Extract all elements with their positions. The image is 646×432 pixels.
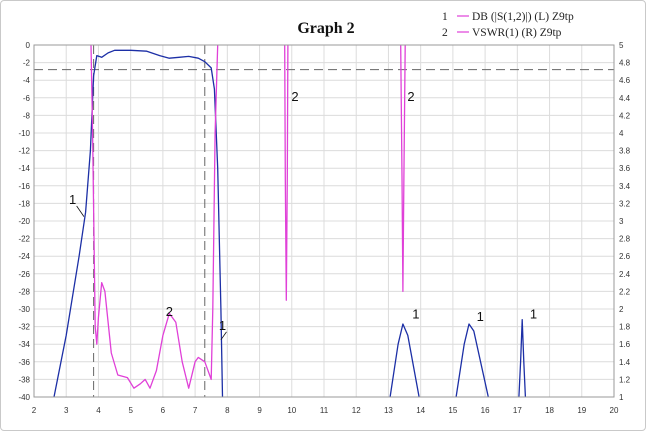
- x-tick-label: 4: [96, 406, 101, 415]
- y-right-tick-label: 1.8: [619, 323, 631, 332]
- x-tick-label: 2: [32, 406, 37, 415]
- y-left-tick-label: -18: [18, 199, 30, 208]
- y-right-tick-label: 1.6: [619, 340, 631, 349]
- y-left-tick-label: -28: [18, 287, 30, 296]
- annotation-label: 2: [166, 304, 173, 319]
- y-right-tick-label: 4.2: [619, 111, 631, 120]
- x-tick-label: 8: [225, 406, 230, 415]
- annotation-label: 1: [477, 309, 484, 324]
- x-tick-label: 17: [513, 406, 522, 415]
- x-tick-label: 14: [416, 406, 425, 415]
- annotation-label: 2: [407, 89, 414, 104]
- y-left-tick-label: -26: [18, 270, 30, 279]
- y-right-tick-label: 2.4: [619, 270, 631, 279]
- y-left-tick-label: -10: [18, 129, 30, 138]
- series-1-line: [53, 49, 224, 398]
- x-tick-label: 10: [287, 406, 296, 415]
- annotation-pointer: [220, 331, 227, 341]
- x-tick-label: 18: [545, 406, 554, 415]
- plot-border: [33, 44, 615, 398]
- chart-title: Graph 2: [297, 20, 354, 37]
- y-right-tick-label: 5: [619, 41, 624, 50]
- axes: 2 3 4 5 6 7 8 9 10 11 12 13 14 15 16 17 18 19 200-2-4-6-8-…: [18, 41, 630, 415]
- annotation-label: 1: [219, 318, 226, 333]
- x-tick-label: 13: [384, 406, 393, 415]
- y-left-tick-label: -40: [18, 393, 30, 402]
- y-right-tick-label: 2.2: [619, 287, 631, 296]
- y-left-tick-label: -38: [18, 375, 30, 384]
- y-left-tick-label: -12: [18, 147, 30, 156]
- y-right-tick-label: 1: [619, 393, 624, 402]
- y-left-tick-label: 0: [26, 41, 31, 50]
- x-tick-label: 16: [481, 406, 490, 415]
- y-left-tick-label: -14: [18, 164, 30, 173]
- y-right-tick-label: 4.8: [619, 59, 631, 68]
- y-left-tick-label: -16: [18, 182, 30, 191]
- series-2-line: [90, 44, 219, 389]
- x-tick-label: 20: [610, 406, 619, 415]
- y-left-tick-label: -24: [18, 252, 30, 261]
- y-right-tick-label: 3.8: [619, 147, 631, 156]
- series-1-line: [455, 323, 489, 398]
- y-right-tick-label: 4.6: [619, 76, 631, 85]
- legend-number-2: 2: [442, 27, 448, 39]
- y-right-tick-label: 4.4: [619, 94, 631, 103]
- y-left-tick-label: -8: [23, 111, 31, 120]
- series-2-line: [400, 44, 406, 293]
- legend: 1 DB (|S(1,2)|) (L) Z9tp 2 VSWR(1) (R) Z…: [442, 11, 574, 39]
- annotation-label: 2: [291, 89, 298, 104]
- annotation-label: 1: [412, 306, 419, 321]
- y-left-tick-label: -32: [18, 323, 30, 332]
- x-tick-label: 5: [128, 406, 133, 415]
- x-tick-label: 3: [64, 406, 69, 415]
- x-tick-label: 9: [257, 406, 262, 415]
- annotation-label: 1: [69, 192, 76, 207]
- y-right-tick-label: 3.6: [619, 164, 631, 173]
- y-left-tick-label: -36: [18, 358, 30, 367]
- x-tick-label: 11: [320, 406, 329, 415]
- annotation-pointer: [76, 205, 85, 217]
- annotations: 1 2 1 2 2 1 1 1: [69, 89, 537, 341]
- y-left-tick-label: -30: [18, 305, 30, 314]
- y-right-tick-label: 1.4: [619, 358, 631, 367]
- series-1-line: [389, 323, 420, 398]
- y-right-tick-label: 3: [619, 217, 624, 226]
- y-right-tick-label: 4: [619, 129, 624, 138]
- y-right-tick-label: 2.8: [619, 235, 631, 244]
- x-tick-label: 7: [193, 406, 198, 415]
- y-left-tick-label: -2: [23, 59, 31, 68]
- legend-number-1: 1: [442, 11, 448, 23]
- y-right-tick-label: 3.2: [619, 199, 631, 208]
- x-tick-label: 12: [352, 406, 361, 415]
- annotation-label: 1: [530, 306, 537, 321]
- y-left-tick-label: -22: [18, 235, 30, 244]
- legend-label-2: VSWR(1) (R) Z9tp: [472, 27, 562, 39]
- series-1-line: [518, 318, 527, 398]
- legend-label-1: DB (|S(1,2)|) (L) Z9tp: [472, 11, 574, 23]
- y-left-tick-label: -4: [23, 76, 31, 85]
- y-right-tick-label: 2: [619, 305, 624, 314]
- grid: [34, 45, 614, 397]
- y-right-tick-label: 3.4: [619, 182, 631, 191]
- y-right-tick-label: 2.6: [619, 252, 631, 261]
- y-left-tick-label: -6: [23, 94, 31, 103]
- x-tick-label: 15: [448, 406, 457, 415]
- y-right-tick-label: 1.2: [619, 375, 631, 384]
- x-tick-label: 19: [577, 406, 586, 415]
- series-layer: [53, 44, 527, 398]
- series-2-line: [284, 44, 289, 301]
- y-left-tick-label: -34: [18, 340, 30, 349]
- x-tick-label: 6: [161, 406, 166, 415]
- y-left-tick-label: -20: [18, 217, 30, 226]
